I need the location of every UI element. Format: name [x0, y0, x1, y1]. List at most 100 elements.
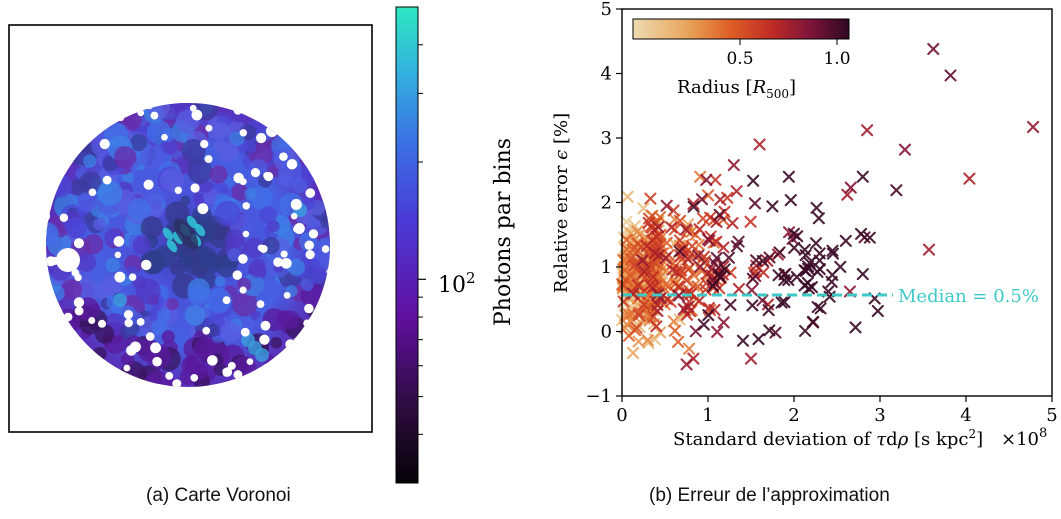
scatter-point: [717, 316, 730, 329]
scatter-point: [650, 230, 663, 243]
scatter-point: [672, 335, 685, 348]
scatter-point: [653, 326, 667, 339]
map-colorbar-tick-label: 102: [438, 269, 476, 298]
scatter-point: [650, 320, 663, 333]
map-colorbar: 102 Photons par bins: [395, 6, 516, 484]
scatter-point: [702, 233, 715, 246]
scatter-point: [762, 304, 775, 317]
scatter-point: [826, 247, 840, 260]
scatter-point: [856, 170, 869, 183]
x-tick-label: 4: [960, 405, 971, 426]
scatter-point: [839, 234, 852, 247]
scatter-point: [963, 172, 976, 185]
scatter-point: [676, 244, 689, 257]
scatter-point: [732, 282, 745, 296]
scatter-ylabel: Relative error ϵ [%]: [551, 113, 572, 293]
scatter-point: [659, 252, 672, 265]
scatter-points: [616, 42, 1040, 371]
scatter-point: [672, 280, 685, 293]
scatter-point: [748, 197, 761, 210]
scatter-point: [756, 254, 769, 268]
scatter-point: [782, 273, 795, 287]
caption-b: (b) Erreur de l’approximation: [649, 485, 890, 506]
scatter-point: [638, 265, 651, 278]
radius-colorbar-tick-label: 1.0: [823, 49, 850, 69]
y-tick-label: 2: [601, 193, 612, 214]
scatter-point: [667, 315, 680, 328]
scatter-point: [718, 263, 731, 276]
scatter-point: [813, 254, 826, 267]
scatter-point: [814, 302, 827, 315]
x-tick-label: 3: [874, 405, 885, 426]
x-tick-label: 2: [788, 405, 799, 426]
scatter-point: [682, 300, 695, 313]
scatter-point: [791, 230, 804, 243]
scatter-point: [898, 143, 911, 156]
scatter-point: [673, 245, 686, 258]
scatter-point: [803, 256, 816, 269]
scatter-point: [644, 192, 657, 205]
scatter-point: [763, 251, 776, 264]
scatter-point: [844, 181, 857, 194]
scatter-point: [747, 174, 760, 187]
scatter-point: [766, 200, 779, 213]
y-tick-label: 3: [601, 128, 612, 149]
scatter-point: [666, 263, 679, 276]
y-tick-label: 5: [601, 0, 612, 20]
radius-colorbar-bar: [632, 18, 850, 40]
scatter-point: [644, 310, 657, 323]
scatter-point: [687, 197, 700, 210]
scatter-point: [620, 233, 633, 247]
scatter-point: [673, 214, 687, 227]
scatter-point: [841, 188, 854, 201]
scatter-point: [697, 318, 710, 331]
scatter-point: [622, 308, 636, 321]
scatter-point: [672, 289, 685, 302]
scatter-point: [683, 342, 696, 355]
scatter-point: [668, 324, 682, 337]
scatter-point: [711, 325, 724, 338]
scatter-point: [861, 124, 874, 137]
scatter-point: [890, 184, 903, 197]
median-label: Median = 0.5%: [898, 286, 1039, 307]
scatter-point: [667, 204, 680, 217]
scatter-point: [627, 346, 640, 360]
scatter-point: [673, 234, 687, 247]
scatter-point: [630, 321, 643, 334]
radius-colorbar-tick-label: 0.5: [726, 49, 753, 69]
caption-a: (a) Carte Voronoi: [146, 485, 291, 506]
scatter-point: [871, 304, 884, 318]
scatter-point: [710, 215, 723, 228]
scatter-point: [1027, 120, 1040, 134]
scatter-point: [744, 352, 758, 365]
scatter-point: [714, 193, 727, 206]
scatter-point: [713, 208, 726, 221]
scatter-point: [679, 223, 692, 236]
scatter-point: [778, 296, 791, 309]
scatter-point: [706, 279, 720, 292]
scatter-point: [856, 268, 869, 281]
scatter-point: [823, 290, 836, 303]
scatter-point: [744, 215, 757, 228]
scatter-point: [802, 260, 815, 273]
x-tick-label: 5: [1046, 405, 1057, 426]
scatter-point: [855, 227, 868, 240]
scatter-point: [778, 274, 791, 287]
scatter-point: [617, 295, 630, 308]
scatter-point: [746, 299, 759, 312]
scatter-xlabel: Standard deviation of τdρ [s kpc2]: [673, 427, 983, 450]
scatter-point: [693, 294, 706, 307]
scatter-point: [647, 310, 660, 323]
y-tick-label: 0: [601, 322, 612, 343]
scatter-point: [773, 246, 786, 259]
y-tick-label: −1: [585, 386, 612, 407]
scatter-point: [680, 358, 693, 371]
scatter-point: [637, 298, 650, 311]
scatter-point: [809, 237, 823, 250]
scatter-point: [631, 279, 645, 292]
scatter-point: [642, 336, 655, 349]
scatter-point: [652, 249, 665, 262]
scatter-point: [693, 223, 706, 236]
